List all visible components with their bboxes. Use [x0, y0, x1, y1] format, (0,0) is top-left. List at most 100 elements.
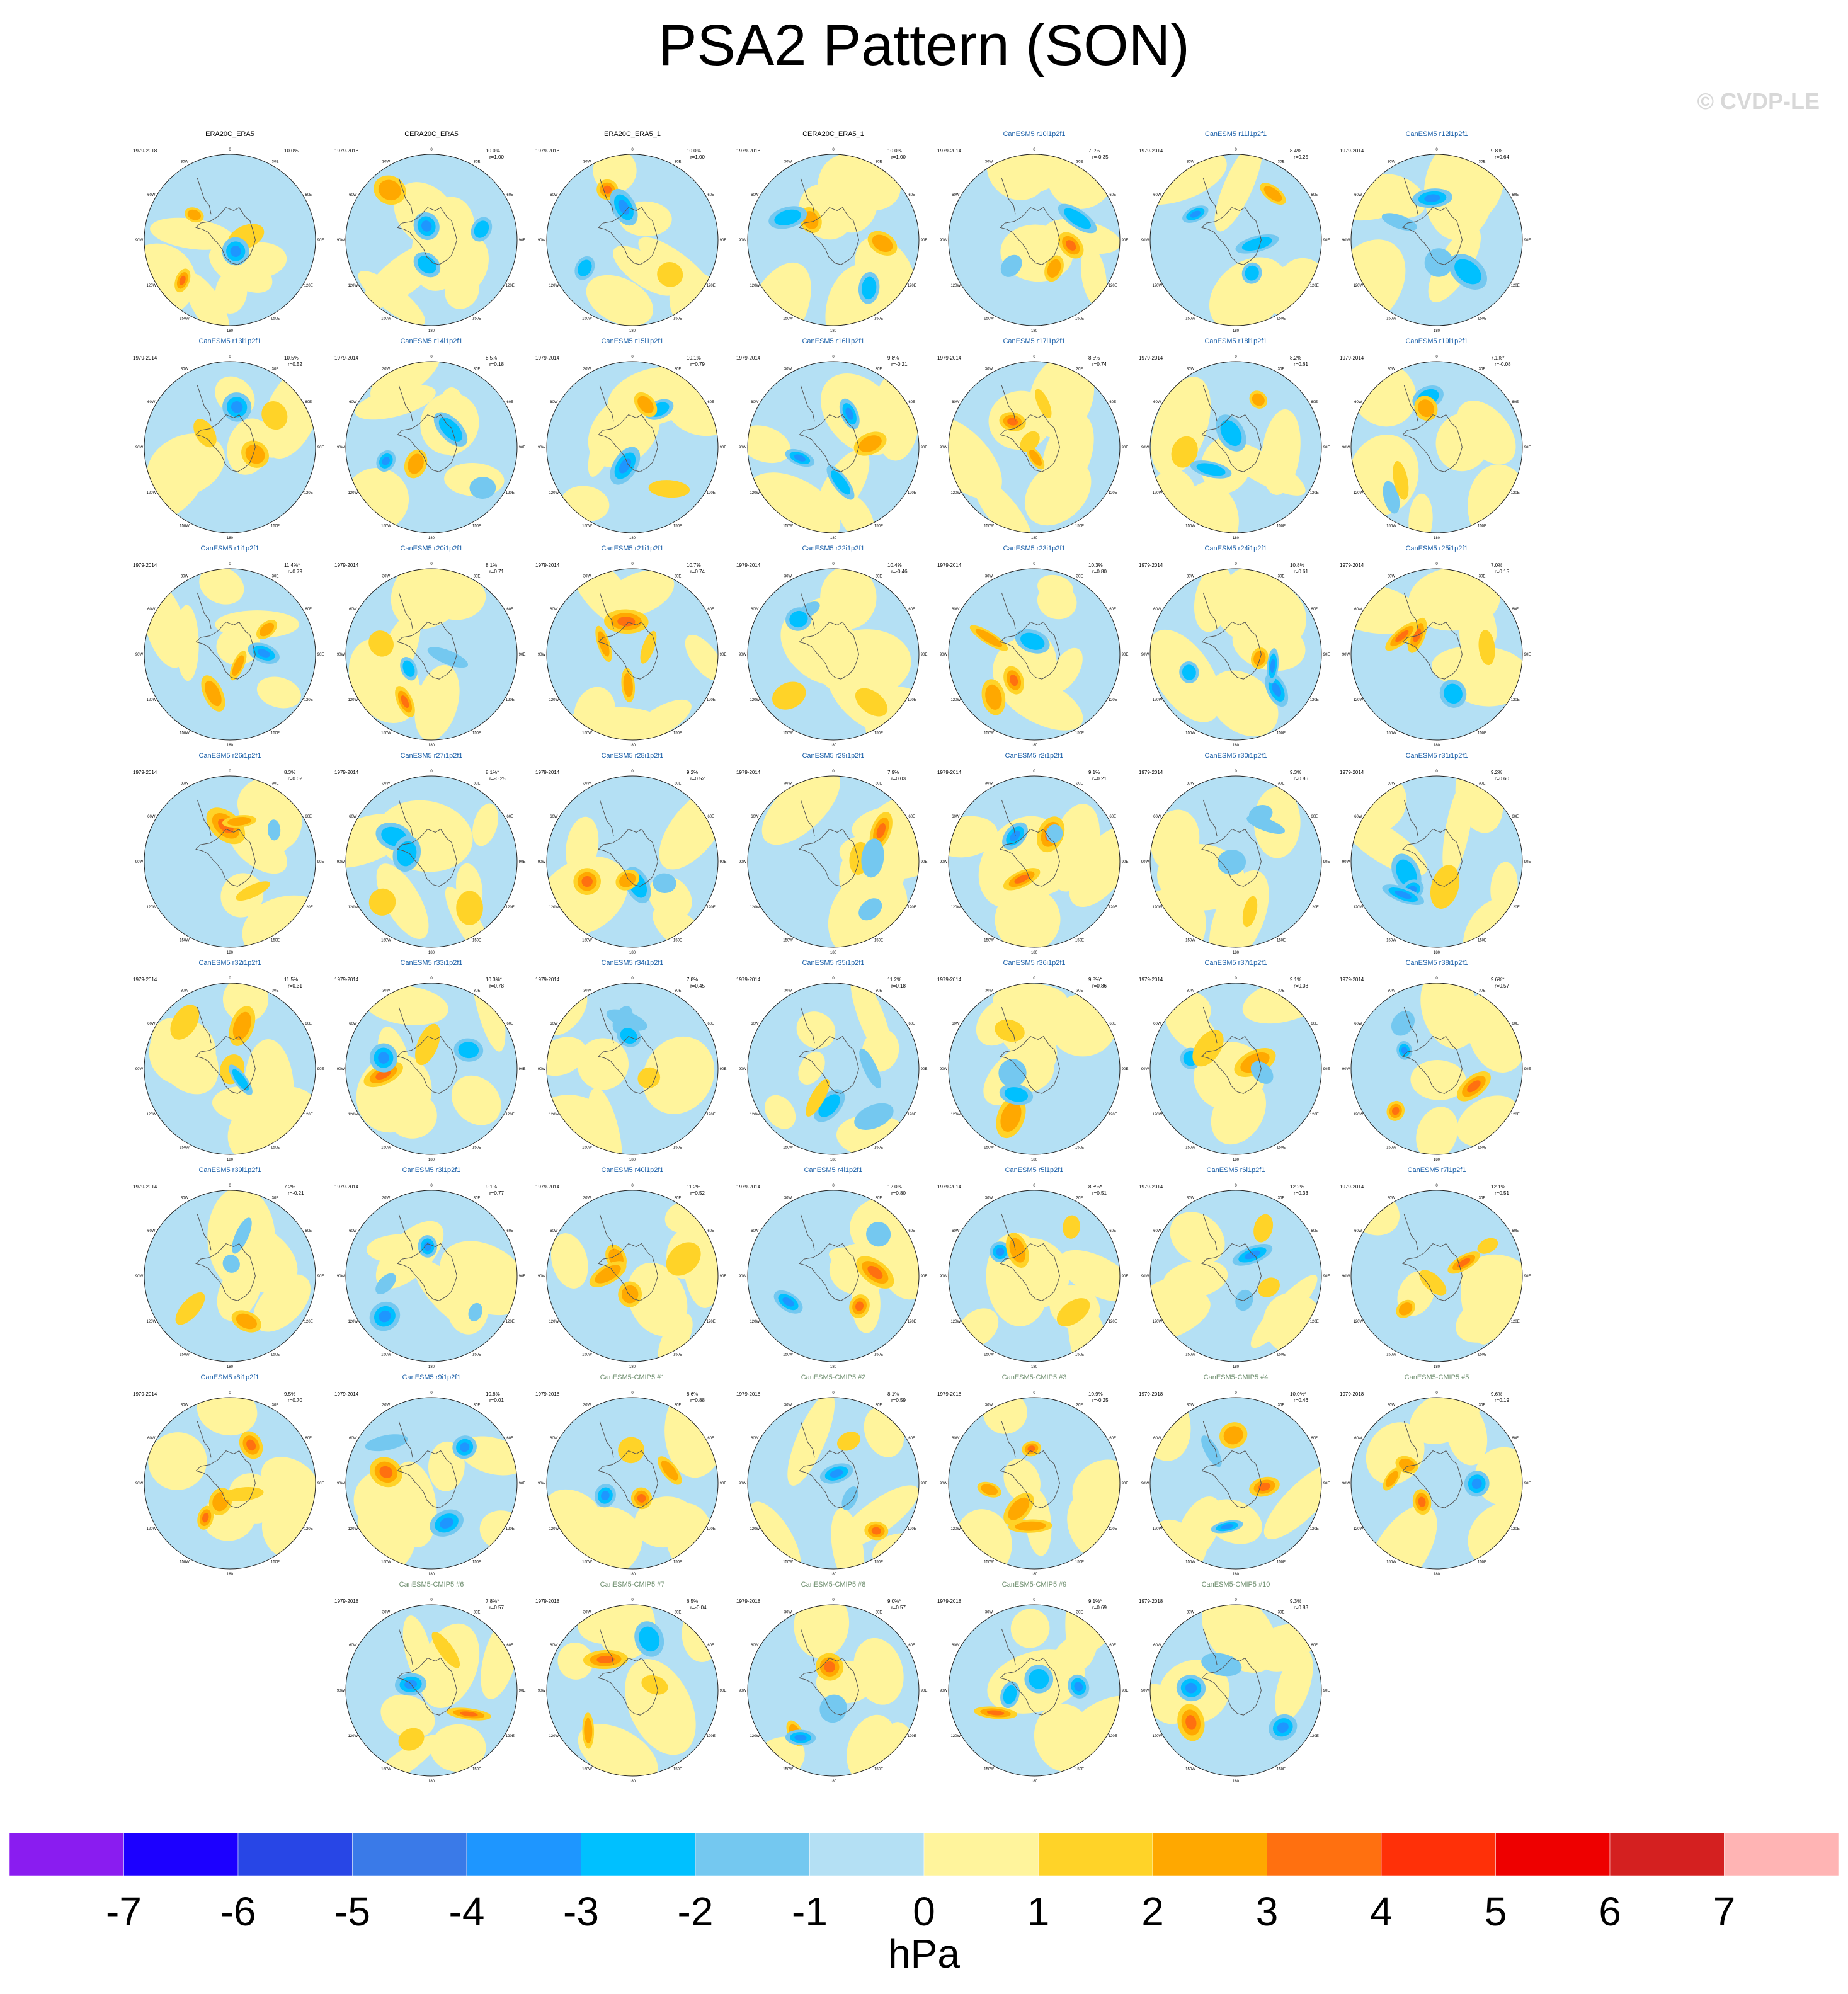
longitude-label: 30W — [1388, 782, 1396, 785]
positive-anomaly-core — [981, 1484, 998, 1495]
positive-anomaly — [216, 626, 261, 665]
panel-correlation: r=0.52 — [690, 1190, 705, 1196]
positive-anomaly — [1366, 174, 1426, 219]
positive-anomaly — [1003, 1458, 1041, 1503]
positive-anomaly-core — [648, 480, 690, 498]
longitude-label: 0 — [1435, 770, 1438, 773]
field-layer — [547, 362, 718, 533]
longitude-label: 60W — [952, 193, 960, 197]
negative-anomaly-core — [232, 1069, 249, 1091]
longitude-label: 90E — [1323, 1275, 1330, 1279]
panel-period: 1979-2014 — [1340, 355, 1364, 361]
coastline — [1000, 1450, 1060, 1508]
map-border — [546, 1397, 719, 1570]
positive-anomaly — [184, 273, 230, 326]
negative-anomaly-core — [859, 1048, 882, 1089]
panel-period: 1979-2014 — [133, 355, 157, 361]
coastline — [599, 799, 614, 836]
polar-map: 0 30E 60E 90E 120E 150E 180 150W 120W 90W 60W 30W — [739, 148, 928, 332]
longitude-label: 30W — [181, 782, 189, 785]
map-panel: 0 30E 60E 90E 120E 150E 180 150W 120W 90W 60W 30W Ca… — [1135, 1581, 1337, 1782]
polar-map: 0 30E 60E 90E 120E 150E 180 150W 120W 90W 60W 30W — [538, 355, 727, 539]
coastline — [1201, 1035, 1262, 1094]
longitude-label: 30W — [1187, 160, 1195, 164]
longitude-label: 90E — [317, 1068, 324, 1071]
longitude-label: 0 — [1033, 977, 1035, 981]
panel-variance: 10.4% — [887, 562, 902, 568]
positive-anomaly-core — [985, 684, 1002, 710]
longitude-label: 150W — [783, 1768, 793, 1772]
polar-map: 0 30E 60E 90E 120E 150E 180 150W 120W 90W 60W 30W — [337, 148, 526, 332]
longitude-label: 90E — [720, 239, 727, 242]
longitude-label: 90W — [739, 239, 747, 242]
longitude-label: 0 — [430, 355, 433, 359]
longitude-label: 60E — [707, 1229, 714, 1233]
longitude-label: 120E — [1310, 1113, 1319, 1117]
panel-title: CanESM5 r23i1p2f1 — [1003, 545, 1066, 552]
longitude-label: 180 — [1233, 1573, 1240, 1575]
longitude-label: 60E — [305, 401, 312, 404]
positive-anomaly-core — [598, 631, 610, 657]
panel-period: 1979-2014 — [736, 770, 761, 775]
positive-anomaly — [440, 1241, 517, 1316]
coastline — [397, 1243, 457, 1301]
coastline — [398, 1421, 413, 1458]
longitude-label: 90E — [519, 239, 526, 242]
negative-anomaly-core — [458, 1042, 479, 1059]
positive-anomaly-core — [872, 234, 893, 253]
longitude-label: 60E — [506, 1437, 513, 1440]
negative-anomaly-core — [468, 1302, 482, 1322]
polar-map: 0 30E 60E 90E 120E 150E 180 150W 120W 90W 60W 30W — [538, 977, 727, 1161]
panel-title: CanESM5 r33i1p2f1 — [400, 959, 463, 967]
longitude-label: 60W — [349, 1644, 357, 1648]
longitude-label: 0 — [229, 977, 231, 981]
map-border — [1149, 361, 1322, 533]
map-panel: 0 30E 60E 90E 120E 150E 180 150W 120W 90W 60W 30W Ca… — [1135, 1374, 1337, 1575]
longitude-label: 120E — [506, 491, 515, 495]
longitude-label: 90E — [921, 860, 928, 864]
longitude-label: 90E — [720, 653, 727, 657]
longitude-label: 120W — [1152, 1320, 1162, 1324]
longitude-label: 180 — [1233, 1365, 1240, 1368]
panel-period: 1979-2014 — [334, 562, 359, 568]
longitude-label: 30E — [272, 989, 279, 993]
positive-anomaly — [1037, 574, 1073, 601]
map-panel: 0 30E 60E 90E 120E 150E 180 150W 120W 90W 60W 30W Ca… — [733, 1166, 934, 1368]
longitude-label: 180 — [1233, 951, 1240, 954]
polar-map: 0 30E 60E 90E 120E 150E 180 150W 120W 90W 60W 30W — [135, 562, 324, 746]
coastline — [195, 1450, 256, 1508]
longitude-label: 150E — [874, 525, 883, 528]
panel-correlation: r=0.51 — [1092, 1190, 1107, 1196]
longitude-label: 180 — [1434, 744, 1440, 746]
map-panel: 0 30E 60E 90E 120E 150E 180 150W 120W 90W 60W 30W Ca… — [933, 1581, 1135, 1782]
longitude-label: 0 — [631, 977, 634, 981]
longitude-label: 60W — [550, 1229, 558, 1233]
coastline — [397, 1450, 457, 1508]
longitude-label: 0 — [631, 1391, 634, 1395]
negative-anomaly-core — [1196, 463, 1226, 476]
panel-title: CanESM5 r27i1p2f1 — [400, 752, 463, 760]
positive-anomaly — [1049, 647, 1083, 692]
longitude-label: 30W — [1388, 160, 1396, 164]
positive-anomaly-core — [640, 630, 657, 664]
longitude-label: 120E — [707, 1527, 716, 1531]
coastline — [799, 1450, 859, 1508]
field-layer — [1351, 776, 1522, 947]
polar-map: 0 30E 60E 90E 120E 150E 180 150W 120W 90W 60W 30W — [739, 1184, 928, 1368]
field-layer — [144, 569, 316, 740]
longitude-label: 120E — [908, 906, 916, 909]
panel-variance: 7.0% — [1088, 148, 1100, 154]
longitude-label: 30E — [876, 989, 882, 993]
polar-map: 0 30E 60E 90E 120E 150E 180 150W 120W 90W 60W 30W — [739, 1598, 928, 1782]
longitude-label: 60E — [1109, 815, 1116, 819]
positive-anomaly-core — [415, 1023, 440, 1066]
map-panel: 0 30E 60E 90E 120E 150E 180 150W 120W 90W 60W 30W Ca… — [933, 752, 1135, 954]
negative-anomaly-core — [1244, 1250, 1261, 1260]
longitude-label: 150E — [271, 317, 280, 321]
longitude-label: 30W — [382, 989, 391, 993]
longitude-label: 120W — [348, 1527, 358, 1531]
coastline — [800, 1214, 815, 1251]
positive-anomaly-core — [855, 1301, 864, 1311]
longitude-label: 120E — [707, 698, 716, 702]
longitude-label: 180 — [830, 537, 837, 539]
